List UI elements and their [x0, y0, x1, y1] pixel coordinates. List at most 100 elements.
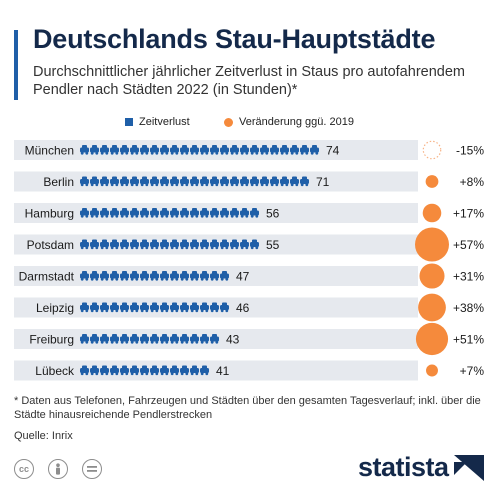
car-wheel: [85, 151, 89, 155]
car-body: [100, 179, 109, 184]
car-icon: [140, 271, 149, 281]
car-icon: [210, 176, 219, 187]
car-body: [180, 305, 189, 310]
car-wheel: [90, 277, 94, 281]
car-wheel: [255, 246, 259, 250]
car-body: [250, 210, 259, 216]
car-wheel: [245, 246, 249, 250]
source-note: Quelle: Inrix: [14, 430, 73, 442]
car-wheel: [210, 309, 214, 313]
car-body: [150, 242, 159, 247]
car-icon: [120, 239, 129, 250]
car-body: [110, 210, 119, 216]
car-wheel: [185, 372, 189, 376]
car-icon: [200, 365, 209, 376]
car-body: [80, 305, 89, 310]
car-icon: [190, 365, 199, 376]
car-roof: [192, 208, 197, 212]
car-icon: [210, 334, 219, 344]
car-wheel: [180, 183, 184, 187]
car-wheel: [210, 214, 214, 218]
car-wheel: [125, 183, 129, 187]
car-wheel: [185, 246, 189, 250]
car-roof: [182, 176, 187, 180]
change-bubble: [422, 203, 442, 223]
car-roof: [102, 145, 107, 149]
car-icon: [120, 176, 129, 187]
value-label: 74: [326, 144, 340, 158]
car-wheel: [215, 151, 219, 155]
value-label: 55: [266, 238, 280, 252]
car-icon: [240, 176, 249, 187]
car-roof: [82, 271, 87, 275]
car-roof: [122, 302, 127, 306]
car-body: [90, 210, 99, 216]
car-wheel: [200, 183, 204, 187]
car-roof: [162, 208, 167, 212]
car-body: [210, 210, 219, 216]
person-icon[interactable]: [48, 459, 68, 479]
car-wheel: [190, 309, 194, 313]
car-icon: [290, 176, 299, 187]
car-wheel: [175, 214, 179, 218]
car-wheel: [160, 183, 164, 187]
car-body: [180, 147, 189, 153]
car-wheel: [140, 183, 144, 187]
car-wheel: [170, 372, 174, 376]
car-icon: [110, 145, 119, 155]
cc-icon[interactable]: cc: [14, 459, 34, 479]
change-bubble: [422, 140, 442, 160]
car-body: [200, 242, 209, 247]
car-roof: [212, 302, 217, 306]
car-wheel: [290, 151, 294, 155]
car-body: [190, 179, 199, 184]
car-wheel: [170, 151, 174, 155]
car-wheel: [100, 277, 104, 281]
car-body: [140, 179, 149, 184]
car-wheel: [90, 246, 94, 250]
car-wheel: [130, 214, 134, 218]
car-body: [90, 179, 99, 184]
car-roof: [122, 365, 127, 369]
car-wheel: [295, 151, 299, 155]
car-wheel: [210, 277, 214, 281]
car-roof: [192, 176, 197, 180]
car-body: [100, 147, 109, 153]
car-roof: [262, 176, 267, 180]
car-wheel: [105, 277, 109, 281]
car-roof: [142, 365, 147, 369]
car-wheel: [95, 246, 99, 250]
car-roof: [132, 302, 137, 306]
car-body: [190, 210, 199, 216]
car-roof: [202, 334, 207, 338]
car-roof: [302, 176, 307, 180]
car-wheel: [145, 277, 149, 281]
car-roof: [232, 176, 237, 180]
car-wheel: [100, 340, 104, 344]
equals-icon[interactable]: [82, 459, 102, 479]
statista-logo[interactable]: statista: [358, 452, 484, 483]
car-roof: [182, 271, 187, 275]
car-body: [210, 273, 219, 279]
car-roof: [122, 271, 127, 275]
car-wheel: [200, 246, 204, 250]
car-roof: [252, 208, 257, 212]
car-wheel: [160, 277, 164, 281]
car-roof: [202, 365, 207, 369]
car-icon: [80, 302, 89, 313]
car-wheel: [115, 340, 119, 344]
car-roof: [182, 239, 187, 243]
car-wheel: [150, 309, 154, 313]
car-wheel: [100, 246, 104, 250]
car-icon: [140, 365, 149, 376]
car-wheel: [185, 214, 189, 218]
car-icon: [180, 176, 189, 187]
car-icon: [110, 302, 119, 313]
car-body: [160, 210, 169, 216]
car-icon: [300, 176, 309, 187]
car-wheel: [145, 151, 149, 155]
car-body: [150, 179, 159, 184]
car-wheel: [195, 277, 199, 281]
car-body: [130, 242, 139, 247]
legend-item-time: Zeitverlust: [125, 116, 190, 128]
